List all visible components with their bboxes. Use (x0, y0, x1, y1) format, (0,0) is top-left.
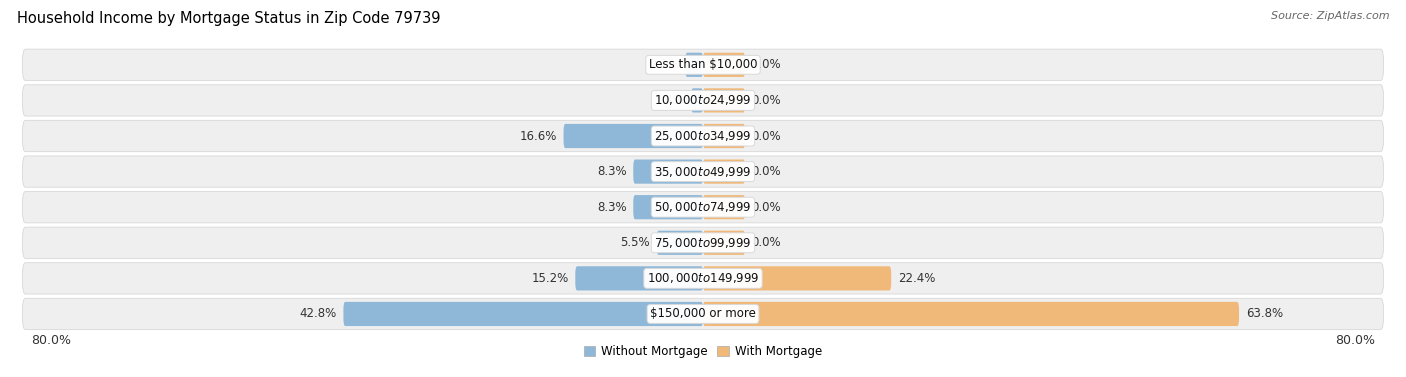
Text: Source: ZipAtlas.com: Source: ZipAtlas.com (1271, 11, 1389, 21)
FancyBboxPatch shape (703, 195, 745, 219)
FancyBboxPatch shape (564, 124, 703, 148)
FancyBboxPatch shape (343, 302, 703, 326)
Text: 80.0%: 80.0% (31, 334, 70, 346)
FancyBboxPatch shape (22, 120, 1384, 152)
FancyBboxPatch shape (22, 192, 1384, 223)
Text: 8.3%: 8.3% (598, 165, 627, 178)
Text: 22.4%: 22.4% (898, 272, 935, 285)
FancyBboxPatch shape (703, 53, 745, 77)
Text: $100,000 to $149,999: $100,000 to $149,999 (647, 271, 759, 285)
Text: 2.1%: 2.1% (648, 58, 679, 71)
Text: Less than $10,000: Less than $10,000 (648, 58, 758, 71)
Text: 0.0%: 0.0% (752, 58, 782, 71)
FancyBboxPatch shape (575, 266, 703, 290)
Text: $75,000 to $99,999: $75,000 to $99,999 (654, 236, 752, 250)
Text: 8.3%: 8.3% (598, 201, 627, 214)
FancyBboxPatch shape (703, 88, 745, 112)
Text: 0.0%: 0.0% (752, 94, 782, 107)
FancyBboxPatch shape (22, 263, 1384, 294)
Legend: Without Mortgage, With Mortgage: Without Mortgage, With Mortgage (579, 341, 827, 363)
Text: 0.0%: 0.0% (752, 165, 782, 178)
Text: 80.0%: 80.0% (1336, 334, 1375, 346)
FancyBboxPatch shape (22, 298, 1384, 329)
Text: 0.0%: 0.0% (752, 236, 782, 249)
FancyBboxPatch shape (657, 231, 703, 255)
Text: 15.2%: 15.2% (531, 272, 568, 285)
Text: 0.0%: 0.0% (752, 201, 782, 214)
Text: $25,000 to $34,999: $25,000 to $34,999 (654, 129, 752, 143)
Text: $35,000 to $49,999: $35,000 to $49,999 (654, 165, 752, 179)
Text: 42.8%: 42.8% (299, 308, 336, 320)
FancyBboxPatch shape (703, 231, 745, 255)
FancyBboxPatch shape (703, 124, 745, 148)
FancyBboxPatch shape (22, 156, 1384, 187)
FancyBboxPatch shape (703, 302, 1239, 326)
Text: $150,000 or more: $150,000 or more (650, 308, 756, 320)
FancyBboxPatch shape (633, 195, 703, 219)
Text: 5.5%: 5.5% (620, 236, 650, 249)
FancyBboxPatch shape (685, 53, 703, 77)
Text: 63.8%: 63.8% (1246, 308, 1282, 320)
FancyBboxPatch shape (22, 49, 1384, 80)
FancyBboxPatch shape (22, 85, 1384, 116)
Text: 16.6%: 16.6% (519, 130, 557, 143)
FancyBboxPatch shape (703, 266, 891, 290)
FancyBboxPatch shape (703, 159, 745, 184)
Text: $10,000 to $24,999: $10,000 to $24,999 (654, 93, 752, 107)
FancyBboxPatch shape (692, 88, 703, 112)
FancyBboxPatch shape (633, 159, 703, 184)
FancyBboxPatch shape (22, 227, 1384, 259)
Text: 1.4%: 1.4% (655, 94, 685, 107)
Text: $50,000 to $74,999: $50,000 to $74,999 (654, 200, 752, 214)
Text: Household Income by Mortgage Status in Zip Code 79739: Household Income by Mortgage Status in Z… (17, 11, 440, 26)
Text: 0.0%: 0.0% (752, 130, 782, 143)
